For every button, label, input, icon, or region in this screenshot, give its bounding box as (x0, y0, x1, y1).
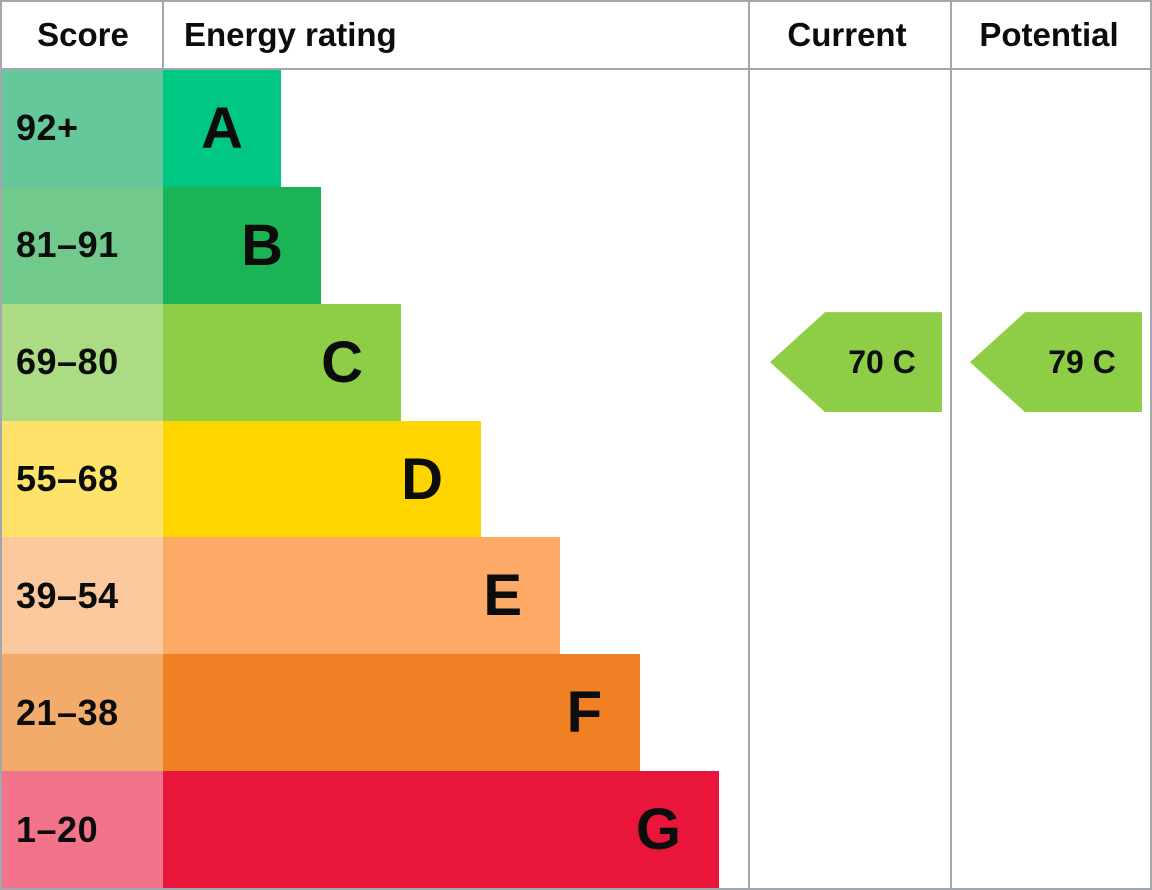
potential-rating-arrow: 79 C (970, 312, 1142, 413)
score-range: 81–91 (2, 186, 163, 304)
table-header: Score Energy rating Current Potential (2, 2, 1150, 68)
rating-bar-f: F (163, 654, 640, 772)
rating-letter: D (401, 446, 443, 512)
rating-row-c: 69–80 C (2, 303, 748, 421)
rating-letter: A (201, 95, 243, 161)
score-range: 21–38 (2, 654, 163, 772)
header-bottom-border (2, 68, 1150, 70)
rating-row-f: 21–38 F (2, 654, 748, 772)
rating-bar-e: E (163, 537, 560, 655)
score-header-divider (162, 2, 164, 68)
rating-bar-b: B (163, 186, 321, 304)
rating-row-d: 55–68 D (2, 420, 748, 538)
rating-letter: G (635, 797, 681, 863)
rating-letter: C (321, 329, 363, 395)
score-range: 69–80 (2, 303, 163, 421)
potential-column-header: Potential (979, 16, 1119, 53)
score-range: 55–68 (2, 420, 163, 538)
rating-row-b: 81–91 B (2, 186, 748, 304)
potential-rating-label: 79 C (1048, 343, 1116, 380)
rating-letter: E (483, 563, 522, 629)
rating-letter: B (241, 212, 283, 278)
current-column-divider (748, 2, 750, 888)
rating-bar-d: D (163, 420, 481, 538)
current-rating-label: 70 C (848, 343, 916, 380)
score-column-header: Score (37, 16, 129, 53)
potential-column-divider (950, 2, 952, 888)
score-range: 92+ (2, 70, 163, 187)
rating-letter: F (566, 680, 602, 746)
rating-bar-c: C (163, 303, 401, 421)
rating-bar-g: G (163, 771, 719, 888)
rating-row-e: 39–54 E (2, 537, 748, 655)
rating-rows: 92+ A 81–91 B 69–80 C 55–68 D 39–54 E 21–38 F 1–20 G (2, 70, 748, 888)
score-range: 1–20 (2, 771, 163, 888)
current-rating-arrow: 70 C (770, 312, 942, 413)
energy-rating-column-header: Energy rating (184, 16, 397, 53)
rating-bar-a: A (163, 70, 281, 187)
current-column-header: Current (787, 16, 907, 53)
rating-row-g: 1–20 G (2, 771, 748, 888)
rating-row-a: 92+ A (2, 70, 748, 187)
score-range: 39–54 (2, 537, 163, 655)
